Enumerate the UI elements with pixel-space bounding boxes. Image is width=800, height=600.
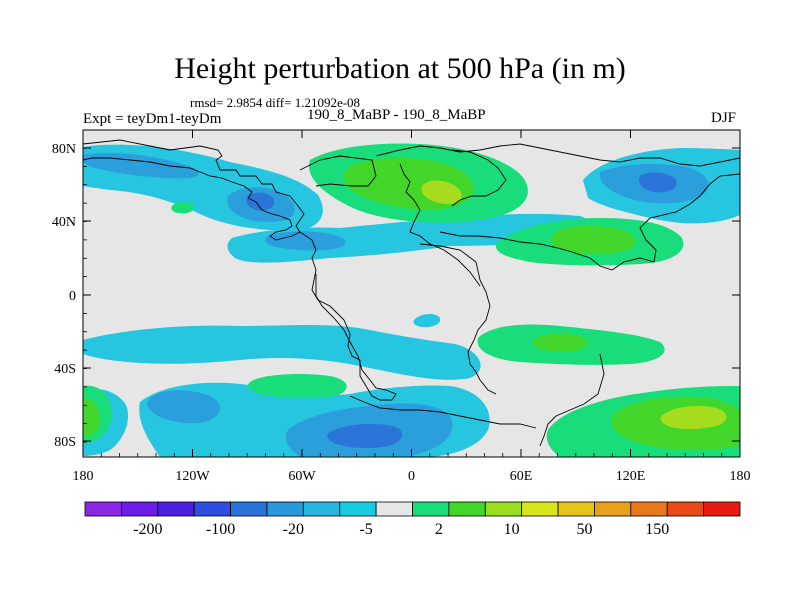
longitude-axis: 180 120W 60W 0 60E 120E 180 [73,130,751,484]
europe-coast-outline [399,163,481,287]
australia-outline [539,353,605,447]
colorbar-box [157,501,195,517]
negative-contours-strong [246,172,677,449]
contour-core-na [246,192,275,211]
colorbar-box [375,501,413,517]
colorbar-label: 50 [576,521,592,538]
latitude-axis: 80N 40N 0 40S 80S [52,142,740,450]
lon-label: 60W [288,469,316,484]
contour-blue-sh-1 [147,390,221,424]
continent-outlines [83,139,740,447]
colorbar-label: -20 [283,521,304,538]
europe-detail-outline [451,149,507,207]
contour-field [83,130,740,457]
lat-label: 80N [52,142,76,157]
contour-core-asia [638,172,677,193]
greenland-outline [299,155,377,187]
colorbar-box [412,501,450,517]
eurasia-outline [375,143,740,167]
season-label: DJF [711,110,737,126]
antarctica-outline [349,395,537,429]
colorbar-box [339,501,377,517]
colorbar-box [193,501,231,517]
positive-contours-strong [421,180,727,429]
africa-outline [419,243,497,395]
contour-lgreen-asia [551,225,636,255]
colorbar-box [557,501,595,517]
contour-green-sa [248,374,347,399]
lon-label: 0 [408,469,415,484]
north-america-outline [83,139,305,241]
contour-green-small [171,201,195,214]
lon-label: 180 [73,469,94,484]
colorbar-box [302,501,341,517]
colorbar-label: 150 [645,521,669,538]
contour-ygreen-europe [421,180,462,204]
stats-label: rmsd= 2.9854 diff= 1.21092e-08 [190,95,361,110]
contour-small-spot [413,314,441,328]
contour-nh-band [227,213,593,263]
colorbar-box [84,501,122,517]
colorbar-label: 10 [504,521,520,538]
colorbar-label: -100 [206,521,235,538]
contour-core-sh [327,424,403,449]
contour-sh-band [83,325,481,380]
lon-label: 120W [175,469,210,484]
colorbar-label: -200 [133,521,162,538]
lon-label: 60E [510,469,533,484]
colorbar-box [666,501,705,517]
colorbar-box [230,501,268,517]
lat-label: 80S [54,435,76,450]
colorbar-box [521,501,559,517]
colorbar-label: 2 [435,521,443,538]
lon-label: 180 [730,469,751,484]
colorbar-box [484,501,523,517]
colorbar: -200 -100 -20 -5 2 10 50 150 [84,501,741,538]
colorbar-box [703,501,741,517]
runs-label: 190_8_MaBP - 190_8_MaBP [307,107,486,123]
colorbar-box [448,501,486,517]
colorbar-box [120,501,159,517]
contour-blue-band [265,231,346,251]
plot-title: Height perturbation at 500 hPa (in m) [174,52,626,85]
colorbar-box [630,501,668,517]
contour-lgreen-sw [83,398,101,436]
south-america-outline [299,231,397,401]
colorbar-label: -5 [359,521,372,538]
contour-lgreen-africa [532,333,588,352]
lat-label: 40S [54,362,76,377]
lat-label: 0 [69,289,76,304]
contour-blue-nw [83,152,199,179]
lon-label: 120E [616,469,646,484]
contour-ygreen-se [660,406,727,429]
colorbar-box [594,501,632,517]
lat-label: 40N [52,215,76,230]
asia-coast-outline [439,173,740,271]
experiment-label: Expt = teyDm1-teyDm [83,111,222,127]
colorbar-box [266,501,304,517]
